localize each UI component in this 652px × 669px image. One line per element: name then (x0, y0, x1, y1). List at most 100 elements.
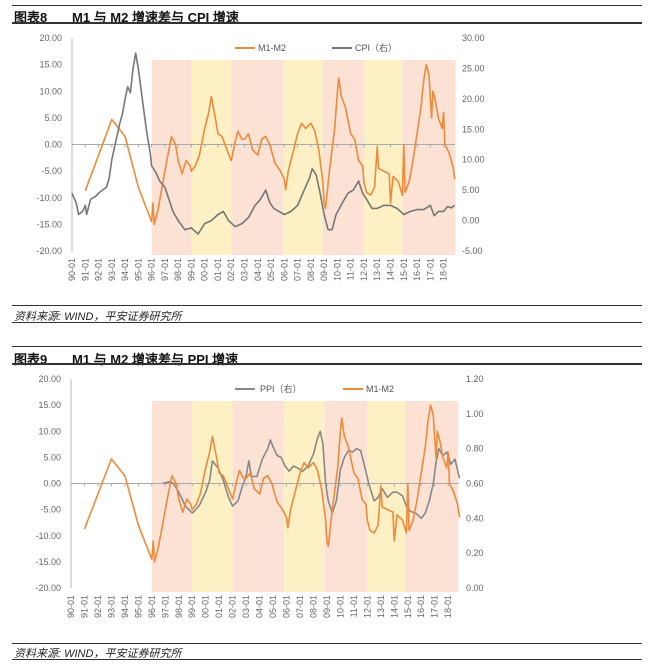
shaded-period (405, 401, 459, 592)
x-tick-label: 06-01 (279, 258, 289, 281)
y-left-tick-label: 0.00 (44, 140, 62, 150)
x-tick-label: 91-01 (80, 258, 90, 281)
y-left-tick-label: 15.00 (38, 400, 61, 410)
x-tick-label: 01-01 (213, 258, 223, 281)
x-tick-label: 05-01 (266, 258, 276, 281)
y-right-tick-label: 15.00 (462, 124, 485, 134)
shaded-period (191, 60, 232, 255)
x-tick-label: 96-01 (147, 595, 157, 618)
x-tick-label: 18-01 (443, 595, 453, 618)
y-right-tick-label: 0.40 (466, 513, 484, 523)
y-left-tick-label: -5.00 (41, 166, 62, 176)
x-tick-label: 91-01 (79, 595, 89, 618)
y-right-tick-label: 1.00 (466, 409, 484, 419)
top-rule-1 (12, 5, 642, 6)
x-tick-label: 93-01 (107, 258, 117, 281)
y-left-tick-label: 10.00 (39, 86, 62, 96)
x-tick-label: 10-01 (332, 258, 342, 281)
x-tick-label: 97-01 (160, 258, 170, 281)
x-tick-label: 07-01 (293, 258, 303, 281)
x-tick-label: 13-01 (376, 595, 386, 618)
y-left-tick-label: -10.00 (35, 531, 61, 541)
y-left-tick-label: -5.00 (40, 505, 61, 515)
x-tick-label: 92-01 (94, 258, 104, 281)
y-left-tick-label: -15.00 (35, 557, 61, 567)
y-right-tick-label: 5.00 (462, 185, 480, 195)
x-tick-label: 11-01 (346, 258, 356, 280)
x-tick-label: 09-01 (319, 258, 329, 281)
x-tick-label: 05-01 (268, 595, 278, 618)
legend-label: M1-M2 (258, 43, 286, 53)
x-tick-label: 04-01 (253, 258, 263, 281)
y-right-tick-label: 20.00 (462, 94, 485, 104)
shaded-period (324, 401, 368, 592)
x-tick-label: 16-01 (416, 595, 426, 618)
x-tick-label: 06-01 (282, 595, 292, 618)
y-right-tick-label: 0.20 (466, 548, 484, 558)
shaded-period (282, 60, 323, 255)
y-left-tick-label: 0.00 (43, 479, 61, 489)
x-tick-label: 97-01 (160, 595, 170, 618)
x-tick-label: 15-01 (399, 258, 409, 281)
y-left-tick-label: 20.00 (38, 374, 61, 384)
x-tick-label: 14-01 (385, 258, 395, 281)
top-rule-2 (12, 346, 642, 347)
shaded-period (231, 60, 283, 255)
x-tick-label: 00-01 (200, 258, 210, 281)
shaded-period (402, 60, 456, 255)
x-tick-label: 90-01 (66, 595, 76, 618)
x-tick-label: 08-01 (306, 258, 316, 281)
shaded-period (151, 401, 193, 592)
series-line-cpi (71, 52, 456, 235)
x-tick-label: 04-01 (255, 595, 265, 618)
x-tick-label: 13-01 (372, 258, 382, 281)
y-left-tick-label: -20.00 (35, 583, 61, 593)
x-tick-label: 98-01 (174, 595, 184, 618)
figure-8-title-text: M1 与 M2 增速差与 CPI 增速 (72, 10, 239, 25)
figure-8-source: 资料来源: WIND，平安证券研究所 (14, 311, 182, 323)
y-right-tick-label: 0.00 (462, 216, 480, 226)
x-tick-label: 03-01 (241, 595, 251, 618)
title-rule-1 (12, 22, 642, 24)
x-tick-label: 94-01 (120, 595, 130, 618)
x-tick-label: 94-01 (120, 258, 130, 281)
y-left-tick-label: 5.00 (43, 452, 61, 462)
x-tick-label: 93-01 (106, 595, 116, 618)
chart-2: 20.00 15.00 10.00 5.00 0.00 -5.00 -10.00 -15.00… (35, 374, 483, 618)
shaded-period (192, 401, 233, 592)
x-tick-label: 92-01 (93, 595, 103, 618)
y-right-tick-label: 25.00 (462, 63, 485, 73)
x-tick-label: 95-01 (133, 258, 143, 281)
shaded-period (363, 60, 403, 255)
chart-1: 20.00 15.00 10.00 5.00 0.00 -5.00 -10.00 -15.00… (36, 33, 484, 281)
shaded-period (151, 60, 192, 255)
x-tick-label: 95-01 (133, 595, 143, 618)
y-left-tick-label: 5.00 (44, 113, 62, 123)
source-rule-1b (12, 322, 642, 323)
y-left-tick-label: 10.00 (38, 426, 61, 436)
title-rule-2 (12, 363, 642, 365)
x-tick-label: 99-01 (187, 595, 197, 618)
legend-label: PPI（右） (260, 383, 302, 394)
x-tick-label: 09-01 (322, 595, 332, 618)
x-tick-label: 02-01 (228, 595, 238, 618)
x-tick-label: 18-01 (439, 258, 449, 281)
y-left-tick-label: -20.00 (36, 246, 62, 256)
y-right-tick-label: 0.60 (466, 479, 484, 489)
y-right-tick-label: -5.00 (462, 246, 483, 256)
y-left-tick-label: 20.00 (39, 33, 62, 43)
x-tick-label: 11-01 (349, 595, 359, 617)
shaded-period (283, 401, 325, 592)
y-right-tick-label: 0.00 (466, 583, 484, 593)
x-tick-label: 12-01 (359, 258, 369, 281)
series-line-m1m2 (83, 404, 461, 563)
x-tick-label: 15-01 (403, 595, 413, 618)
legend-label: M1-M2 (366, 384, 394, 394)
x-tick-label: 99-01 (186, 258, 196, 281)
y-left-tick-label: -10.00 (36, 193, 62, 203)
x-tick-label: 96-01 (147, 258, 157, 281)
series-line-m1m2 (84, 63, 456, 226)
legend-label: CPI（右） (355, 42, 397, 53)
x-tick-label: 10-01 (335, 595, 345, 618)
